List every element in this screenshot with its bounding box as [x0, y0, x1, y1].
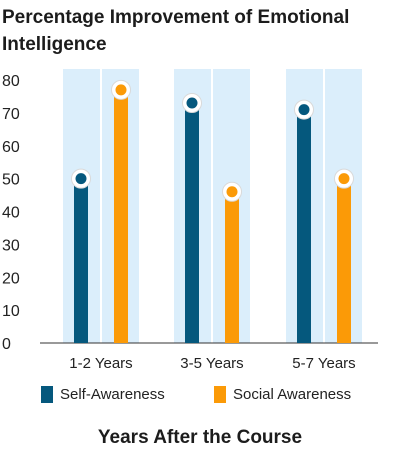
y-tick-label: 20 — [2, 270, 20, 287]
category-band-divider — [323, 69, 325, 343]
data-marker-dot — [298, 104, 310, 116]
data-marker-dot — [226, 186, 238, 198]
legend-swatch-social-awareness — [214, 386, 226, 403]
y-tick-label: 10 — [2, 303, 20, 320]
y-tick-label: 80 — [2, 73, 20, 90]
y-tick-label: 30 — [2, 237, 20, 254]
legend-item-social-awareness: Social Awareness — [214, 386, 351, 403]
data-marker-dot — [338, 173, 350, 185]
legend-swatch-self-awareness — [41, 386, 53, 403]
y-tick-label: 40 — [2, 205, 20, 222]
chart-title: Percentage Improvement of Emotional Inte… — [2, 7, 350, 55]
bar — [337, 178, 351, 343]
bar — [114, 89, 128, 343]
data-marker-dot — [186, 97, 198, 109]
data-marker-dot — [115, 84, 127, 96]
x-axis-label: Years After the Course — [97, 427, 303, 448]
bar — [225, 191, 239, 343]
bar — [297, 109, 311, 344]
x-tick-label: 3-5 Years — [180, 355, 243, 372]
category-band-divider — [100, 69, 102, 343]
legend-label-social-awareness: Social Awareness — [233, 386, 352, 403]
data-marker-dot — [75, 173, 87, 185]
legend-item-self-awareness: Self-Awareness — [41, 386, 165, 403]
y-tick-label: 70 — [2, 106, 20, 123]
x-tick-label: 5-7 Years — [292, 355, 355, 372]
y-tick-label: 0 — [2, 336, 11, 353]
y-tick-label: 60 — [2, 139, 20, 156]
legend: Self-Awareness Social Awareness — [0, 386, 419, 408]
y-tick-label: 50 — [2, 172, 20, 189]
legend-label-self-awareness: Self-Awareness — [60, 386, 165, 403]
bar — [74, 178, 88, 343]
x-tick-label: 1-2 Years — [69, 355, 132, 372]
category-band-divider — [211, 69, 213, 343]
bar — [185, 103, 199, 343]
